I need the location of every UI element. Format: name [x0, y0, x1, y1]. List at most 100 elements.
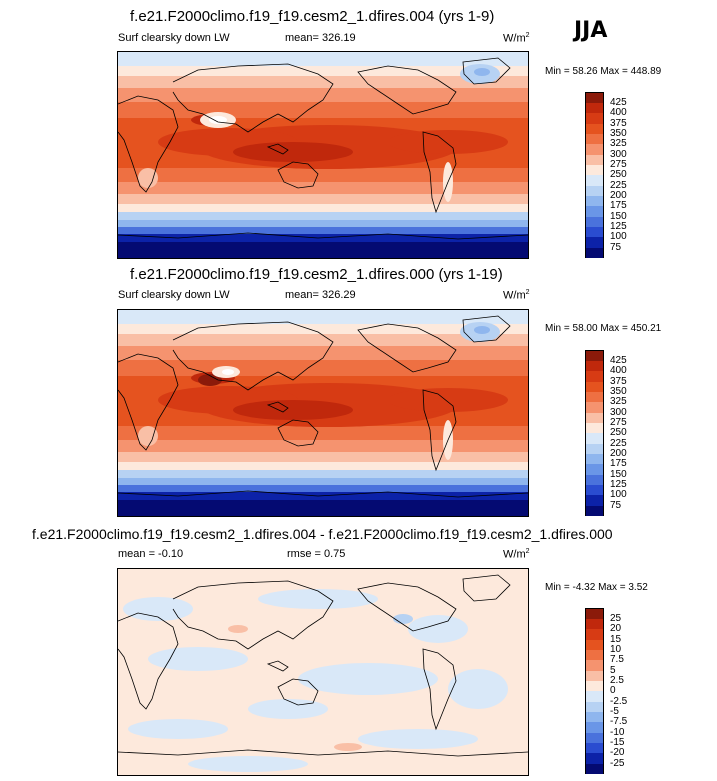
panel2-colorbar-swatch: [586, 382, 603, 393]
panel1-colorbar-tick: 125: [610, 221, 627, 232]
panel2-colorbar-swatch: [586, 392, 603, 403]
panel1-colorbar-swatch: [586, 113, 603, 124]
panel3-colorbar-swatch: [586, 753, 603, 764]
panel3-colorbar-tick: -10: [610, 727, 625, 738]
panel2-min-max: Min = 58.00 Max = 450.21: [545, 323, 662, 334]
panel2-colorbar-tick: 250: [610, 427, 627, 438]
panel2-colorbar-tick: 400: [610, 365, 627, 376]
panel1-colorbar-tick: 75: [610, 242, 622, 253]
panel2-colorbar-swatch: [586, 402, 603, 413]
panel2-colorbar-tick: 200: [610, 448, 627, 459]
panel3-colorbar-swatch: [586, 660, 603, 671]
panel1-colorbar-tick: 400: [610, 107, 627, 118]
panel2-colorbar-tick: 425: [610, 355, 627, 366]
season-label: JJA: [574, 18, 608, 43]
panel3-min-max: Min = -4.32 Max = 3.52: [545, 582, 648, 593]
panel1-colorbar-swatch: [586, 103, 603, 114]
panel3-colorbar-tick: 7.5: [610, 654, 624, 665]
panel1-colorbar-tick: 175: [610, 200, 627, 211]
panel3-colorbar-tick: 15: [610, 634, 622, 645]
panel3-colorbar-tick: 25: [610, 613, 622, 624]
panel2-colorbar-tick: 375: [610, 376, 627, 387]
panel1-title: f.e21.F2000climo.f19_f19.cesm2_1.dfires.…: [130, 8, 495, 25]
panel3-colorbar-swatch: [586, 650, 603, 661]
panel3-colorbar-swatch: [586, 691, 603, 702]
panel2-colorbar-swatch: [586, 444, 603, 455]
panel3-colorbar-swatch: [586, 640, 603, 651]
panel1-colorbar-swatch: [586, 124, 603, 135]
panel1-colorbar-tick: 225: [610, 180, 627, 191]
panel1-colorbar-swatch: [586, 93, 603, 104]
panel1-colorbar-tick: 150: [610, 211, 627, 222]
panel3-colorbar-tick: -15: [610, 737, 625, 748]
panel1-colorbar-swatch: [586, 217, 603, 228]
panel2-colorbar-tick: 225: [610, 438, 627, 449]
panel2-colorbar-tick: 150: [610, 469, 627, 480]
panel2-colorbar-tick: 325: [610, 396, 627, 407]
panel3-colorbar: [585, 608, 604, 774]
panel3-colorbar-swatch: [586, 702, 603, 713]
panel1-colorbar-tick: 250: [610, 169, 627, 180]
panel2-units: W/m2: [503, 289, 530, 302]
panel1-colorbar-swatch: [586, 155, 603, 166]
panel1-min-max: Min = 58.26 Max = 448.89: [545, 66, 662, 77]
panel2-colorbar-swatch: [586, 433, 603, 444]
panel1-colorbar-tick: 325: [610, 138, 627, 149]
panel1-mean: mean= 326.19: [285, 32, 356, 44]
panel1-colorbar-swatch: [586, 175, 603, 186]
panel3-colorbar-swatch: [586, 609, 603, 620]
panel2-colorbar-tick: 300: [610, 407, 627, 418]
panel3-colorbar-tick: -7.5: [610, 716, 628, 727]
panel1-colorbar-tick: 300: [610, 149, 627, 160]
panel2-colorbar-swatch: [586, 454, 603, 465]
panel2-colorbar-swatch: [586, 464, 603, 475]
panel1-colorbar-tick: 100: [610, 231, 627, 242]
panel2-colorbar-swatch: [586, 475, 603, 486]
panel3-colorbar-swatch: [586, 712, 603, 723]
panel3-colorbar-tick: -25: [610, 758, 625, 769]
panel2-colorbar-tick: 125: [610, 479, 627, 490]
panel1-map: [117, 51, 529, 259]
panel1-colorbar-tick: 350: [610, 128, 627, 139]
panel2-colorbar-swatch: [586, 371, 603, 382]
panel3-colorbar-tick: 5: [610, 665, 616, 676]
panel2-mean: mean= 326.29: [285, 289, 356, 301]
panel3-rmse: rmse = 0.75: [287, 548, 346, 560]
panel2-title: f.e21.F2000climo.f19_f19.cesm2_1.dfires.…: [130, 266, 503, 283]
panel3-colorbar-swatch: [586, 764, 603, 774]
panel1-colorbar-swatch: [586, 227, 603, 238]
panel3-colorbar-swatch: [586, 722, 603, 733]
panel2-colorbar-swatch: [586, 495, 603, 506]
panel3-colorbar-tick: -2.5: [610, 696, 628, 707]
panel2-colorbar-swatch: [586, 423, 603, 434]
panel3-colorbar-tick: -5: [610, 706, 619, 717]
panel3-title: f.e21.F2000climo.f19_f19.cesm2_1.dfires.…: [32, 526, 613, 542]
panel3-colorbar-swatch: [586, 733, 603, 744]
panel2-colorbar: [585, 350, 604, 516]
panel3-colorbar-swatch: [586, 671, 603, 682]
panel3-colorbar-swatch: [586, 629, 603, 640]
panel1-colorbar-swatch: [586, 144, 603, 155]
panel2-colorbar-swatch: [586, 506, 603, 516]
panel3-colorbar-tick: 20: [610, 623, 622, 634]
panel2-variable: Surf clearsky down LW: [118, 289, 230, 301]
panel3-units: W/m2: [503, 548, 530, 561]
panel2-colorbar-tick: 100: [610, 489, 627, 500]
panel3-colorbar-tick: -20: [610, 747, 625, 758]
panel2-colorbar-tick: 350: [610, 386, 627, 397]
panel1-colorbar-tick: 425: [610, 97, 627, 108]
panel3-colorbar-swatch: [586, 619, 603, 630]
panel2-colorbar-swatch: [586, 351, 603, 362]
panel2-colorbar-tick: 75: [610, 500, 622, 511]
panel3-colorbar-swatch: [586, 681, 603, 692]
panel1-colorbar-swatch: [586, 248, 603, 258]
panel2-colorbar-swatch: [586, 413, 603, 424]
panel3-colorbar-tick: 2.5: [610, 675, 624, 686]
panel1-colorbar-swatch: [586, 206, 603, 217]
panel1-colorbar-tick: 200: [610, 190, 627, 201]
panel1-colorbar-swatch: [586, 134, 603, 145]
panel2-colorbar-tick: 175: [610, 458, 627, 469]
panel1-colorbar-swatch: [586, 165, 603, 176]
panel3-colorbar-swatch: [586, 743, 603, 754]
panel1-units: W/m2: [503, 32, 530, 45]
